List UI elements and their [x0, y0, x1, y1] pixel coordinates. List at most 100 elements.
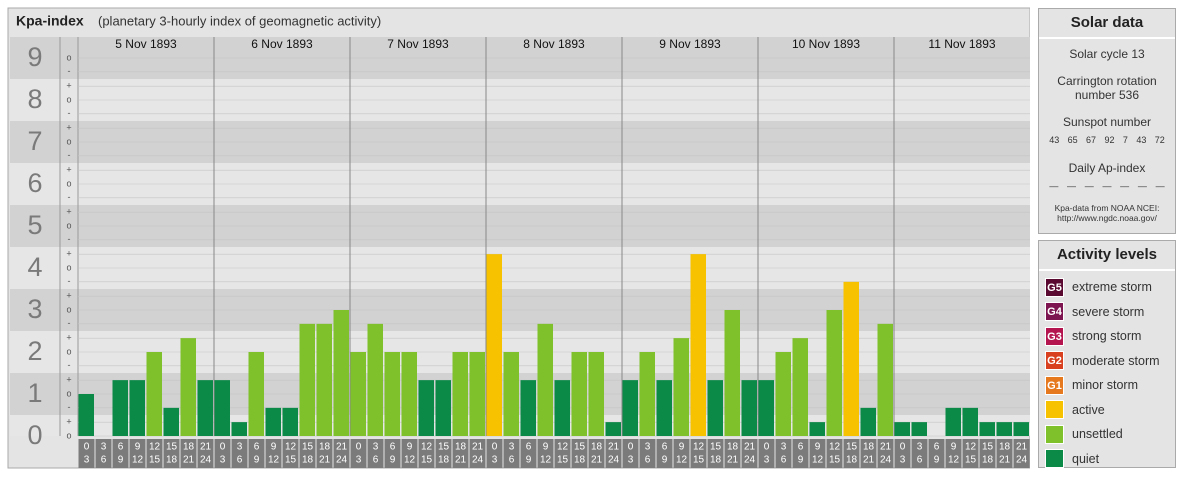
hour-start: 18 — [319, 442, 331, 453]
level-swatch: G5 — [1045, 277, 1064, 297]
hour-start: 6 — [662, 442, 668, 453]
hour-box — [197, 439, 214, 468]
hour-end: 21 — [591, 455, 603, 466]
level-swatch — [1045, 424, 1064, 444]
bar — [435, 380, 451, 436]
hour-box — [996, 439, 1013, 468]
hour-end: 12 — [132, 455, 144, 466]
sunspot-title: Sunspot number — [1062, 115, 1152, 129]
hour-box — [435, 439, 452, 468]
hour-start: 18 — [183, 442, 195, 453]
hour-box — [656, 439, 673, 468]
hour-box — [214, 439, 231, 468]
bar — [792, 338, 808, 436]
ap-value: — — [1049, 181, 1059, 191]
hour-start: 15 — [438, 442, 450, 453]
bar — [945, 407, 961, 436]
minor-tick-label: - — [68, 234, 71, 244]
hour-box — [605, 439, 622, 468]
hour-end: 9 — [526, 455, 532, 466]
level-item: unsettled — [1039, 422, 1175, 447]
bar — [639, 352, 655, 436]
hour-start: 0 — [764, 442, 770, 453]
bar — [775, 352, 791, 436]
level-code: G2 — [1047, 355, 1062, 368]
level-code: G4 — [1047, 306, 1062, 319]
y-tick-label: 6 — [27, 168, 42, 198]
sunspot-number: 65 — [1067, 135, 1078, 145]
minor-tick-label: - — [68, 276, 71, 286]
bar — [520, 380, 536, 436]
bar — [962, 407, 978, 436]
hour-end: 3 — [220, 455, 226, 466]
hour-box — [673, 439, 690, 468]
hour-start: 3 — [781, 442, 787, 453]
carrington: Carrington rotation number 536 — [1057, 74, 1157, 102]
bar — [214, 380, 230, 436]
bar — [979, 422, 995, 436]
hour-start: 15 — [574, 442, 586, 453]
minor-tick-label: o — [66, 178, 71, 188]
hour-start: 3 — [373, 442, 379, 453]
hour-end: 3 — [900, 455, 906, 466]
hour-end: 21 — [999, 455, 1011, 466]
bar — [112, 380, 128, 436]
hour-start: 0 — [220, 442, 226, 453]
hour-start: 15 — [302, 442, 314, 453]
hour-start: 9 — [815, 442, 821, 453]
hour-start: 6 — [526, 442, 532, 453]
bar — [809, 422, 825, 436]
level-item: G2 moderate storm — [1039, 349, 1175, 374]
hour-box — [775, 439, 792, 468]
minor-tick-label: + — [66, 207, 71, 217]
level-code: G1 — [1047, 379, 1062, 392]
level-swatch: G3 — [1045, 326, 1064, 346]
hour-box — [877, 439, 894, 468]
level-swatch: G4 — [1045, 302, 1064, 322]
levels-list: G5 extreme storm G4 severe storm G3 strong st… — [1039, 271, 1175, 471]
hour-box — [163, 439, 180, 468]
minor-tick-label: + — [66, 417, 71, 427]
hour-end: 21 — [863, 455, 875, 466]
level-name: severe storm — [1072, 304, 1145, 319]
hour-start: 21 — [1016, 442, 1028, 453]
hour-box — [860, 439, 877, 468]
minor-tick-label: + — [66, 291, 71, 301]
hour-box — [231, 439, 248, 468]
bar — [78, 394, 94, 436]
hour-start: 12 — [149, 442, 161, 453]
hour-box — [95, 439, 112, 468]
hour-end: 3 — [84, 455, 90, 466]
hour-box — [112, 439, 129, 468]
minor-tick-label: - — [68, 318, 71, 328]
hour-end: 6 — [373, 455, 379, 466]
hour-box — [588, 439, 605, 468]
hour-end: 9 — [254, 455, 260, 466]
hour-start: 6 — [254, 442, 260, 453]
hour-end: 9 — [934, 455, 940, 466]
bar — [877, 323, 893, 436]
bar — [316, 323, 332, 436]
bar — [231, 422, 247, 436]
hour-end: 18 — [982, 455, 994, 466]
hour-end: 24 — [472, 455, 484, 466]
minor-tick-label: - — [68, 360, 71, 370]
hour-box — [129, 439, 146, 468]
sunspot-number: 43 — [1136, 135, 1147, 145]
hour-start: 6 — [390, 442, 396, 453]
level-code: G5 — [1047, 281, 1062, 294]
ap-title: Daily Ap-index — [1068, 161, 1146, 175]
hour-start: 21 — [336, 442, 348, 453]
hour-start: 12 — [829, 442, 841, 453]
bar — [367, 323, 383, 436]
hour-end: 3 — [356, 455, 362, 466]
hour-start: 21 — [880, 442, 892, 453]
hour-box — [894, 439, 911, 468]
bar — [860, 407, 876, 436]
hour-box — [486, 439, 503, 468]
level-swatch — [1045, 400, 1064, 420]
y-tick-label: 5 — [27, 210, 42, 240]
hour-box — [401, 439, 418, 468]
bar — [826, 310, 842, 436]
ap-value: — — [1067, 181, 1077, 191]
